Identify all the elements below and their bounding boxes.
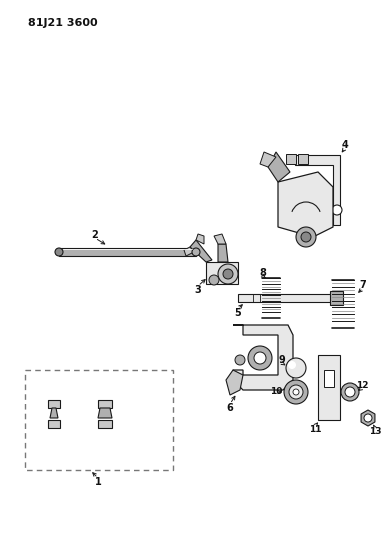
Polygon shape xyxy=(184,247,194,256)
Text: 8: 8 xyxy=(260,268,267,278)
Circle shape xyxy=(209,275,219,285)
Text: 4: 4 xyxy=(341,140,348,150)
Polygon shape xyxy=(324,370,334,387)
Circle shape xyxy=(286,358,306,378)
Text: 6: 6 xyxy=(227,403,233,413)
Circle shape xyxy=(218,264,238,284)
Text: 5: 5 xyxy=(235,308,241,318)
Polygon shape xyxy=(295,155,340,225)
Circle shape xyxy=(223,269,233,279)
Circle shape xyxy=(341,383,359,401)
Polygon shape xyxy=(190,240,212,262)
Circle shape xyxy=(235,355,245,365)
Circle shape xyxy=(301,232,311,242)
Polygon shape xyxy=(206,262,238,284)
Ellipse shape xyxy=(192,248,200,256)
Polygon shape xyxy=(318,355,340,420)
Circle shape xyxy=(248,346,272,370)
Text: 11: 11 xyxy=(309,425,321,434)
Polygon shape xyxy=(50,408,58,418)
Polygon shape xyxy=(233,325,293,390)
Text: 13: 13 xyxy=(369,427,381,437)
Polygon shape xyxy=(218,244,228,262)
FancyBboxPatch shape xyxy=(25,370,173,470)
Polygon shape xyxy=(196,234,204,244)
Polygon shape xyxy=(260,152,276,167)
Polygon shape xyxy=(48,400,60,408)
Text: 3: 3 xyxy=(195,285,201,295)
Polygon shape xyxy=(98,408,112,418)
Text: 2: 2 xyxy=(92,230,99,240)
Circle shape xyxy=(332,205,342,215)
Polygon shape xyxy=(48,420,60,428)
Polygon shape xyxy=(226,370,243,395)
Text: 10: 10 xyxy=(270,387,282,397)
Circle shape xyxy=(288,361,296,369)
Circle shape xyxy=(293,389,299,395)
Polygon shape xyxy=(286,154,296,164)
Text: 12: 12 xyxy=(356,381,368,390)
Circle shape xyxy=(284,380,308,404)
Polygon shape xyxy=(238,294,335,302)
Polygon shape xyxy=(98,400,112,408)
Ellipse shape xyxy=(55,248,63,256)
Polygon shape xyxy=(361,410,375,426)
Circle shape xyxy=(345,387,355,397)
Text: 9: 9 xyxy=(279,355,286,365)
Circle shape xyxy=(364,414,372,422)
Polygon shape xyxy=(98,420,112,428)
Text: 7: 7 xyxy=(360,280,366,290)
Polygon shape xyxy=(214,234,226,244)
Circle shape xyxy=(254,352,266,364)
Polygon shape xyxy=(330,291,343,305)
Polygon shape xyxy=(298,154,308,164)
Circle shape xyxy=(296,227,316,247)
Polygon shape xyxy=(268,152,290,182)
Circle shape xyxy=(289,385,303,399)
Text: 81J21 3600: 81J21 3600 xyxy=(28,18,98,28)
Polygon shape xyxy=(59,248,196,256)
Polygon shape xyxy=(278,172,333,237)
Text: 1: 1 xyxy=(95,477,101,487)
